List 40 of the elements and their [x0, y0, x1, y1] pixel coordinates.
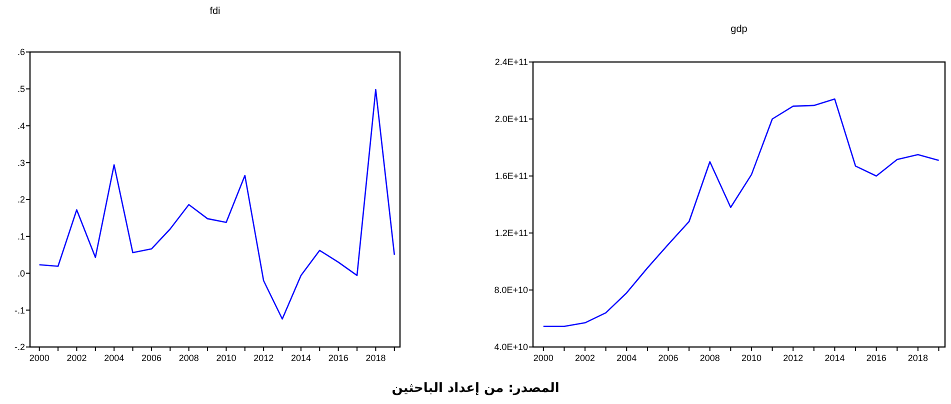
- x-tick-label: 2018: [908, 353, 928, 363]
- y-tick-label: 1.2E+11: [494, 228, 528, 238]
- x-tick-label: 2008: [178, 353, 199, 363]
- chart-title: gdp: [730, 24, 748, 35]
- y-tick-label: .4: [17, 120, 25, 131]
- x-tick-label: 2016: [328, 353, 348, 363]
- x-tick-label: 2012: [254, 353, 274, 363]
- y-tick-label: 2.0E+11: [494, 114, 528, 124]
- y-tick-label: .2: [17, 194, 25, 205]
- x-tick-label: 2002: [575, 353, 596, 363]
- y-tick-label: .5: [17, 84, 25, 94]
- y-tick-label: 8.0E+10: [494, 285, 528, 296]
- x-tick-label: 2012: [783, 353, 804, 363]
- line-series: [38, 88, 396, 320]
- y-tick-label: .3: [17, 158, 25, 168]
- y-tick-label: -.2: [14, 342, 25, 352]
- chart-title: fdi: [210, 6, 220, 17]
- x-tick-label: 2014: [290, 353, 311, 363]
- y-tick-label: .1: [17, 232, 25, 242]
- x-tick-label: 2016: [866, 353, 886, 363]
- x-tick-label: 2004: [104, 353, 124, 363]
- x-tick-label: 2008: [700, 353, 720, 363]
- y-tick-label: .6: [17, 47, 25, 58]
- x-tick-label: 2010: [741, 353, 762, 363]
- x-tick-label: 2002: [66, 353, 87, 363]
- x-tick-label: 2010: [216, 353, 236, 363]
- line-series: [542, 98, 940, 327]
- x-tick-label: 2014: [824, 353, 845, 363]
- y-tick-label: 4.0E+10: [494, 342, 528, 352]
- x-tick-label: 2006: [141, 353, 162, 363]
- y-tick-label: -.1: [14, 305, 25, 316]
- x-tick-label: 2000: [533, 353, 554, 363]
- text: المصدر: من إعداد الباحثين: [392, 381, 560, 396]
- x-tick-label: 2018: [366, 353, 386, 363]
- x-tick-label: 2000: [29, 353, 50, 363]
- y-tick-label: .0: [17, 268, 25, 278]
- y-tick-label: 2.4E+11: [494, 57, 528, 68]
- x-tick-label: 2006: [658, 353, 678, 363]
- y-tick-label: 1.6E+11: [494, 171, 528, 182]
- x-tick-label: 2004: [616, 353, 637, 363]
